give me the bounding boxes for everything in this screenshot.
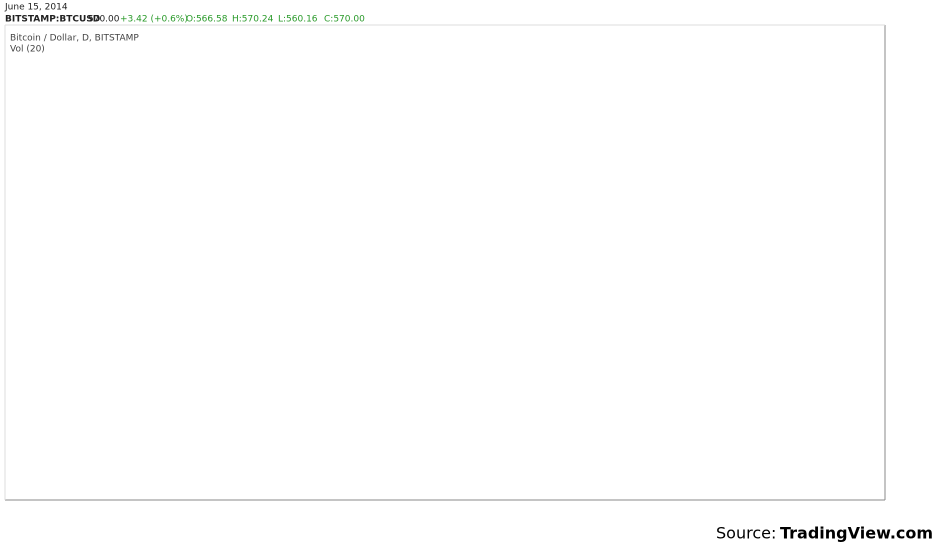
last-price: 570.00 — [88, 15, 120, 25]
change: +3.42 (+0.6%) — [120, 15, 188, 25]
ohlc-value: O:566.58 — [186, 15, 228, 25]
source-site: TradingView.com — [780, 524, 932, 543]
ohlc-value: C:570.00 — [324, 15, 365, 25]
ohlc-value: L:560.16 — [278, 15, 318, 25]
source-prefix: Source: — [716, 524, 776, 543]
date: June 15, 2014 — [4, 3, 68, 13]
volume-title: Vol (20) — [10, 45, 45, 55]
chart-title: Bitcoin / Dollar, D, BITSTAMP — [10, 34, 139, 44]
ohlc-value: H:570.24 — [232, 15, 274, 25]
symbol: BITSTAMP:BTCUSD — [5, 15, 100, 25]
